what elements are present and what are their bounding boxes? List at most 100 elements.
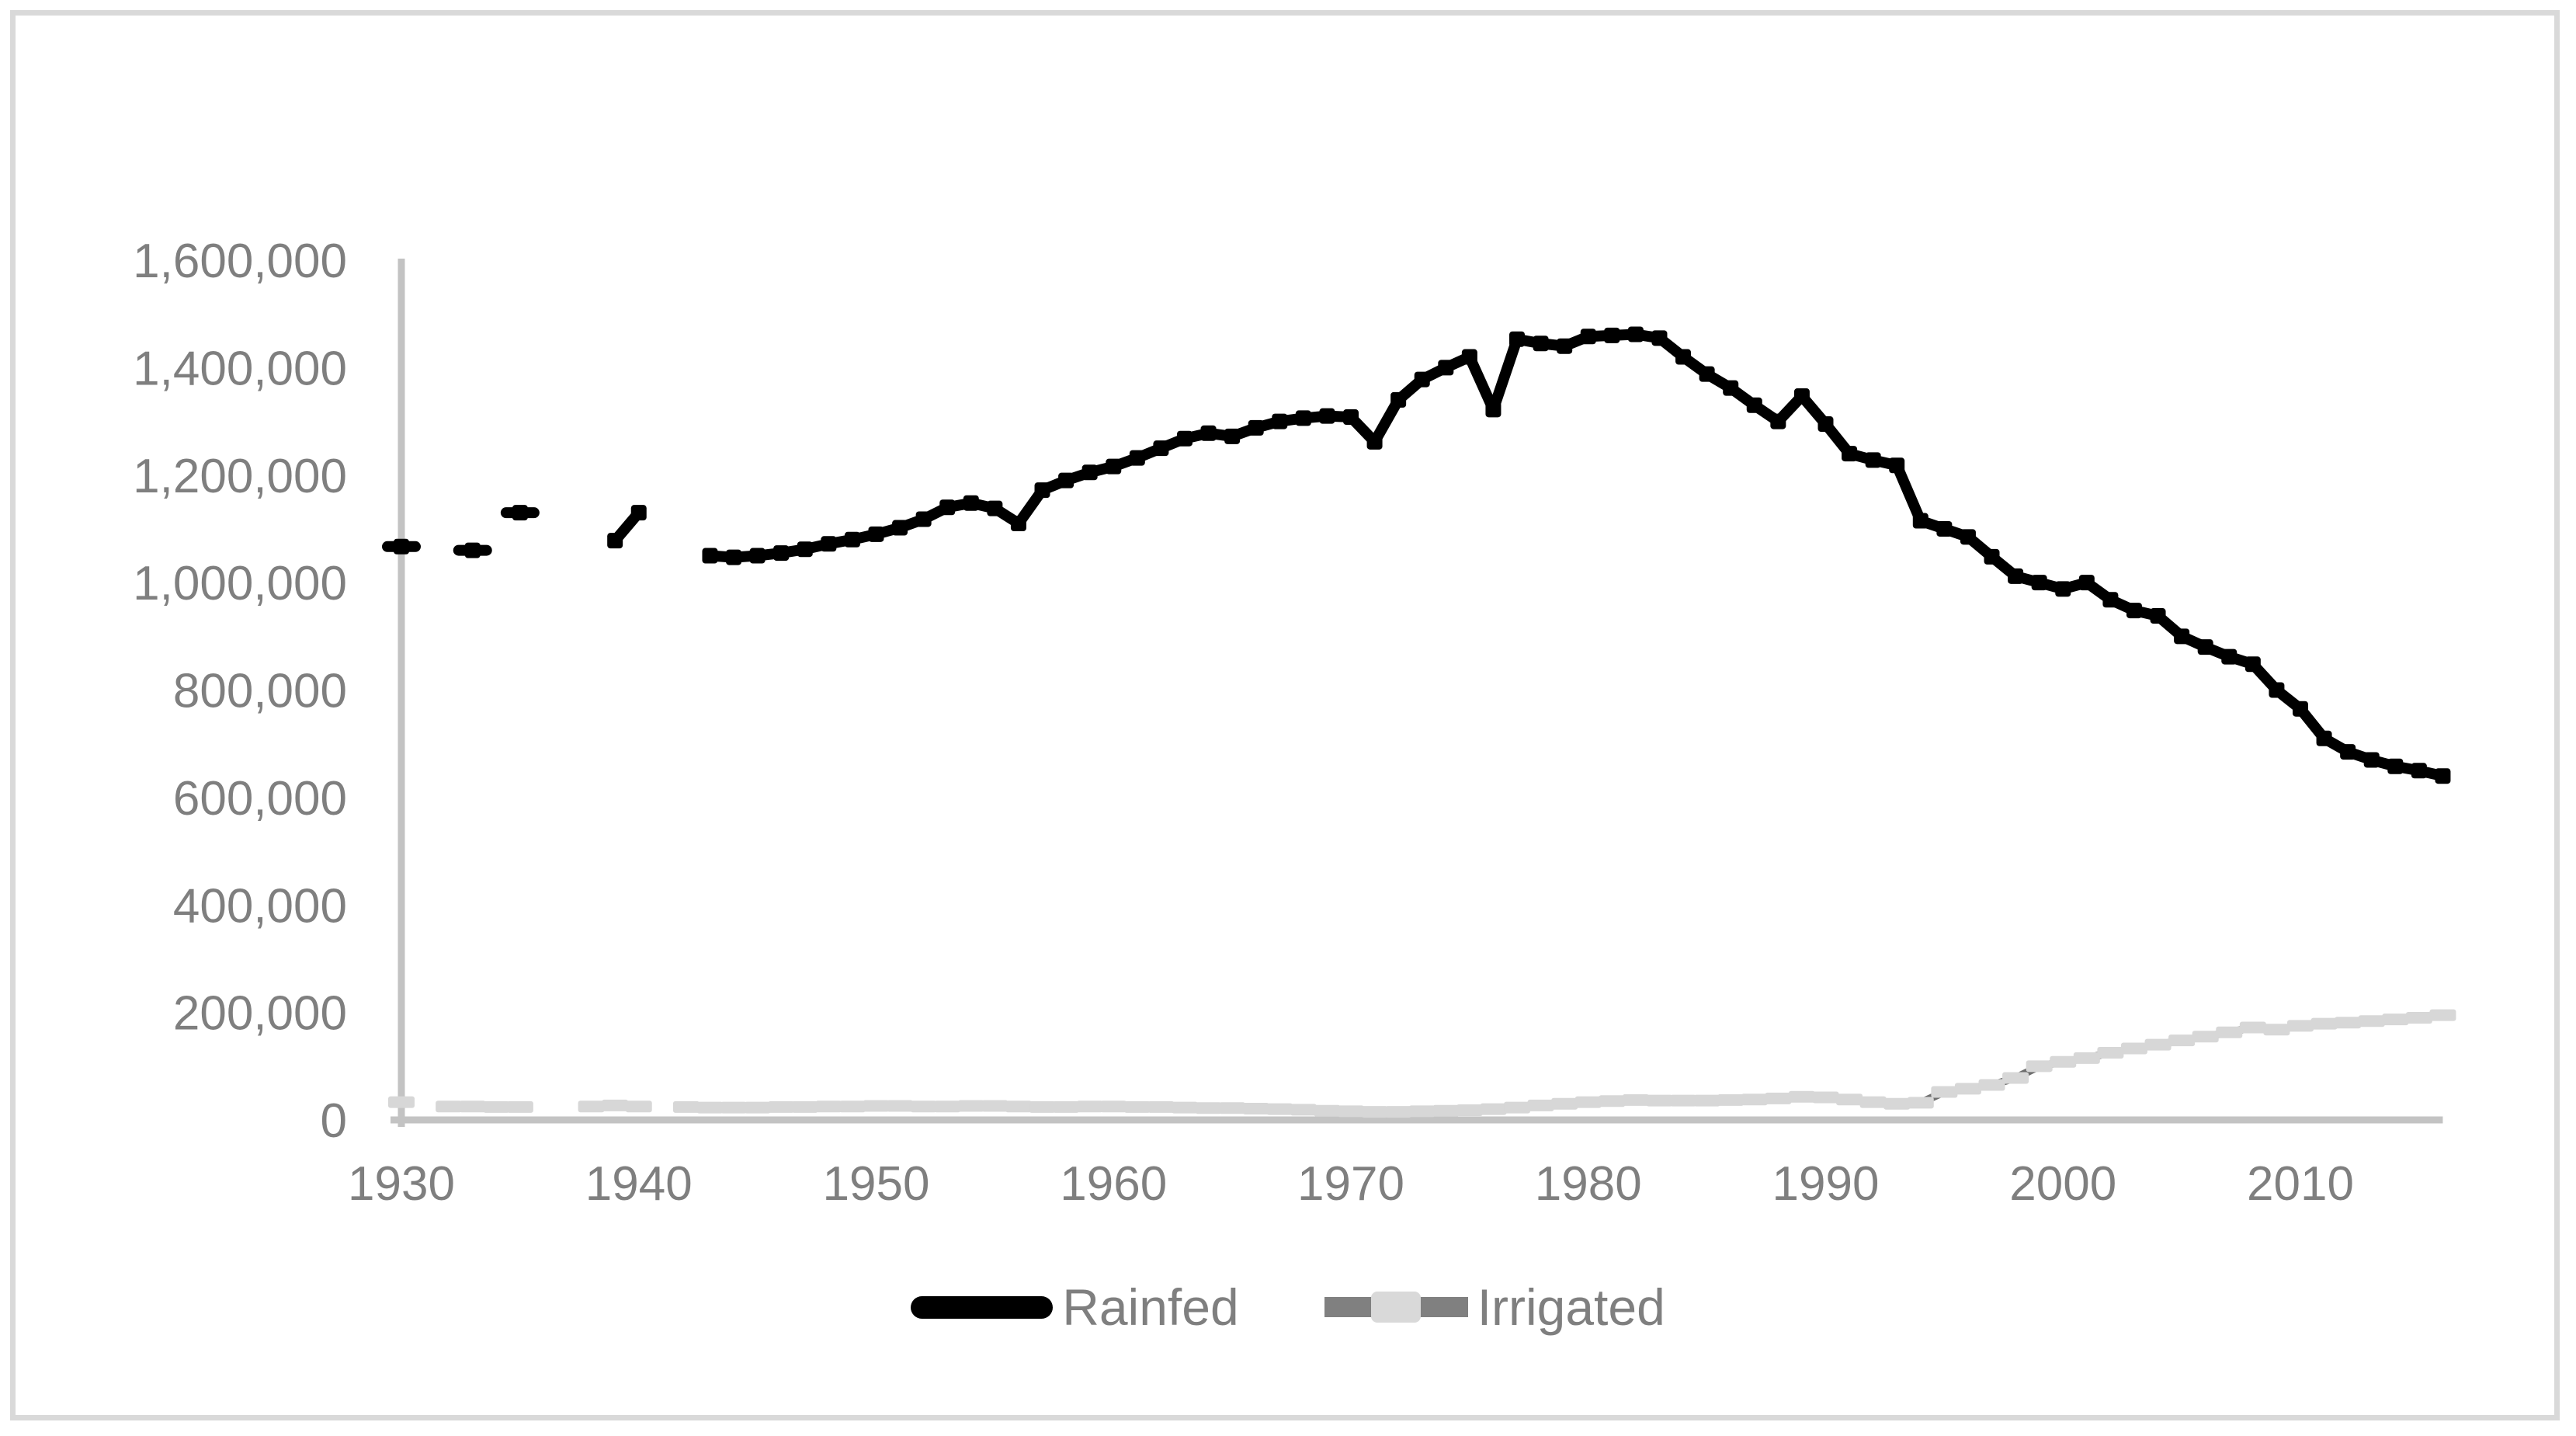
irrigated-point-marker [436,1100,463,1113]
rainfed-point-marker [2197,639,2213,655]
rainfed-point-marker [915,511,932,527]
irrigated-point-marker [1765,1092,1792,1104]
rainfed-point-marker [1010,516,1026,532]
rainfed-point-marker [1224,428,1241,444]
irrigated-point-marker [1812,1091,1839,1104]
y-tick-label: 800,000 [173,665,347,718]
rainfed-point-marker [1366,433,1383,450]
irrigated-point-marker [1432,1104,1460,1117]
y-tick-label: 1,200,000 [133,450,347,503]
rainfed-point-marker [1533,336,1549,352]
irrigated-point-marker [1076,1100,1103,1113]
rainfed-point-marker [821,536,837,552]
irrigated-point-marker [1859,1096,1887,1108]
rainfed-point-marker [1129,450,1145,466]
rainfed-point-marker [1248,419,1264,436]
irrigated-point-marker [2263,1024,2290,1036]
rainfed-point-marker [512,505,528,521]
x-tick-label: 1930 [348,1157,455,1211]
rainfed-point-marker [1438,360,1454,376]
irrigated-point-marker [838,1100,866,1113]
y-tick-label: 1,000,000 [133,557,347,610]
irrigated-point-marker [934,1100,961,1113]
rainfed-point-marker [892,520,908,536]
rainfed-point-marker [1390,391,1407,408]
irrigated-point-marker [1622,1094,1649,1106]
irrigated-series [388,1009,2456,1118]
irrigated-point-marker [2335,1017,2362,1029]
irrigated-line [686,1011,2444,1116]
irrigated-point-marker [1361,1106,1388,1118]
irrigated-point-marker [1053,1100,1080,1113]
rainfed-point-marker [2150,608,2166,624]
rainfed-point-marker [2174,628,2190,645]
legend-item-rainfed: Rainfed [911,1281,1239,1333]
irrigated-point-marker [744,1101,771,1114]
irrigated-point-marker [1931,1086,1958,1098]
irrigated-point-marker [1005,1100,1032,1113]
irrigated-point-marker [2239,1021,2266,1034]
irrigated-point-marker [1907,1097,1934,1109]
x-tick-label: 1990 [1772,1157,1880,1211]
rainfed-point-marker [2387,758,2404,774]
irrigated-point-marker [981,1100,1009,1112]
rainfed-point-marker [797,541,813,558]
rainfed-point-marker [1557,338,1573,354]
irrigated-point-marker [2073,1052,2100,1064]
irrigated-point-marker [1551,1097,1578,1110]
rainfed-point-marker [394,538,409,555]
irrigated-point-marker [625,1100,652,1113]
irrigated-point-marker [1741,1094,1768,1106]
irrigated-point-marker [2026,1060,2053,1073]
irrigated-point-marker [1954,1083,1981,1095]
rainfed-point-marker [1770,413,1786,429]
rainfed-point-marker [1343,409,1359,426]
rainfed-line [704,329,2449,782]
irrigated-point-marker [1504,1101,1531,1114]
irrigated-point-marker [887,1100,914,1112]
x-tick-label: 1980 [1535,1157,1642,1211]
irrigated-point-marker [1147,1100,1175,1113]
irrigated-point-marker [2144,1038,2172,1051]
x-tick-label: 1940 [585,1157,693,1211]
rainfed-point-marker [2316,730,2332,746]
rainfed-point-marker [607,533,623,549]
rainfed-point-marker [2031,575,2047,591]
x-tick-label: 1950 [823,1157,930,1211]
rainfed-point-marker [1295,410,1311,426]
irrigated-point-marker [2050,1055,2077,1068]
rainfed-point-marker [1106,458,1122,475]
rainfed-series [382,326,2451,784]
rainfed-point-marker [2411,763,2427,779]
x-tick-label: 2010 [2247,1157,2354,1211]
legend-label-rainfed: Rainfed [1062,1278,1239,1336]
irrigated-point-marker [1574,1096,1602,1108]
rainfed-point-marker [1319,408,1335,424]
legend-item-irrigated: Irrigated [1324,1281,1665,1333]
rainfed-point-marker [2102,592,2119,608]
rainfed-point-marker [1842,446,1858,462]
x-tick-label: 2000 [2009,1157,2116,1211]
rainfed-point-marker [773,545,790,562]
rainfed-point-marker [2293,701,2308,717]
rainfed-point-marker [2340,744,2356,760]
irrigated-point-marker [1456,1104,1483,1117]
rainfed-point-marker [1889,457,1905,474]
rainfed-point-marker [1675,349,1692,365]
rainfed-point-marker [1699,366,1715,382]
x-tick-label: 1970 [1297,1157,1404,1211]
irrigated-point-marker [1242,1102,1269,1114]
rainfed-point-marker [2363,752,2380,768]
irrigated-point-marker [815,1100,842,1113]
rainfed-point-marker [939,499,956,516]
rainfed-point-marker [1153,440,1169,457]
y-tick-label: 200,000 [173,987,347,1041]
irrigated-point-marker [1029,1100,1056,1113]
irrigated-point-marker [1646,1094,1673,1107]
irrigated-point-marker [1670,1094,1697,1107]
y-tick-label: 400,000 [173,879,347,933]
irrigated-point-marker [2120,1042,2147,1055]
rainfed-point-marker [844,531,860,548]
irrigated-point-marker [459,1100,486,1113]
